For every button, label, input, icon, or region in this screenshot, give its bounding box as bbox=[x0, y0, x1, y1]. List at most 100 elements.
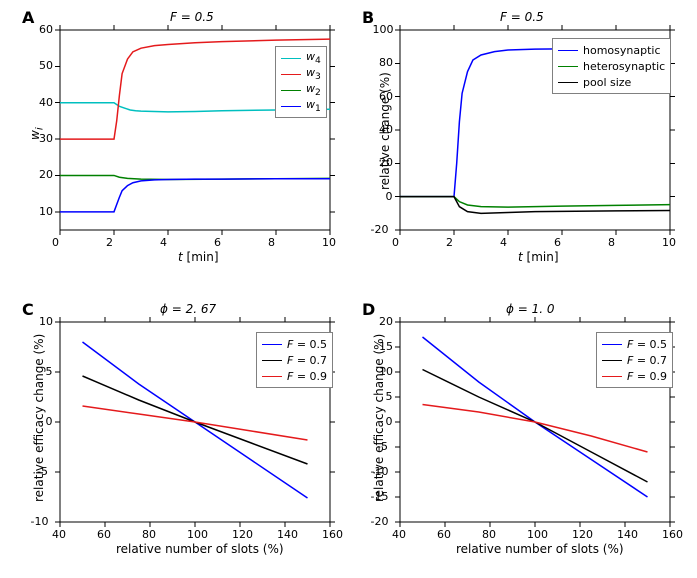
panel-letter-A: A bbox=[22, 8, 34, 27]
legend-label: F = 0.9 bbox=[627, 370, 667, 383]
xtick-label: 60 bbox=[97, 528, 111, 541]
legend-label: F = 0.5 bbox=[627, 338, 667, 351]
xtick-label: 80 bbox=[482, 528, 496, 541]
legend-label: F = 0.7 bbox=[287, 354, 327, 367]
xtick-label: 160 bbox=[322, 528, 343, 541]
legend-item: F = 0.9 bbox=[262, 368, 327, 384]
ytick-label: 10 bbox=[39, 205, 53, 218]
xlabel-A: t [min] bbox=[178, 250, 219, 264]
ytick-label: 5 bbox=[46, 365, 53, 378]
panel-letter-C: C bbox=[22, 300, 34, 319]
legend-item: pool size bbox=[558, 74, 665, 90]
panel-title-B: F = 0.5 bbox=[500, 10, 544, 24]
xtick-label: 8 bbox=[608, 236, 615, 249]
legend-label: homosynaptic bbox=[583, 44, 661, 57]
ytick-label: -20 bbox=[371, 515, 389, 528]
xtick-label: 100 bbox=[527, 528, 548, 541]
panel-letter-D: D bbox=[362, 300, 375, 319]
xtick-label: 0 bbox=[392, 236, 399, 249]
xtick-label: 2 bbox=[446, 236, 453, 249]
series-heterosynaptic bbox=[400, 197, 670, 208]
legend-swatch bbox=[602, 360, 622, 361]
legend-item: F = 0.7 bbox=[262, 352, 327, 368]
ytick-label: 0 bbox=[386, 190, 393, 203]
series-F09 bbox=[83, 406, 308, 440]
xtick-label: 140 bbox=[277, 528, 298, 541]
xtick-label: 100 bbox=[187, 528, 208, 541]
legend-item: w4 bbox=[281, 50, 321, 66]
legend-item: homosynaptic bbox=[558, 42, 665, 58]
ytick-label: 80 bbox=[379, 56, 393, 69]
ylabel-B: relative change (%) bbox=[378, 72, 392, 190]
legend-label: F = 0.5 bbox=[287, 338, 327, 351]
xtick-label: 60 bbox=[437, 528, 451, 541]
ylabel-A: wi bbox=[28, 127, 45, 140]
legend-label: w1 bbox=[306, 98, 321, 114]
ytick-label: 20 bbox=[379, 315, 393, 328]
panel-title-C: ϕ = 2. 67 bbox=[160, 302, 216, 316]
legend-C: F = 0.5 F = 0.7 F = 0.9 bbox=[256, 332, 333, 388]
figure: AF = 0.50246810102030405060t [min]wiw4w3… bbox=[0, 0, 697, 578]
legend-item: heterosynaptic bbox=[558, 58, 665, 74]
xtick-label: 6 bbox=[554, 236, 561, 249]
legend-D: F = 0.5 F = 0.7 F = 0.9 bbox=[596, 332, 673, 388]
legend-item: w2 bbox=[281, 82, 321, 98]
legend-swatch bbox=[262, 344, 282, 345]
legend-swatch bbox=[558, 82, 578, 83]
xtick-label: 120 bbox=[232, 528, 253, 541]
legend-B: homosynapticheterosynaptic pool size bbox=[552, 38, 671, 94]
legend-item: F = 0.7 bbox=[602, 352, 667, 368]
legend-swatch bbox=[281, 74, 301, 75]
legend-label: w4 bbox=[306, 50, 321, 66]
xtick-label: 40 bbox=[52, 528, 66, 541]
xtick-label: 4 bbox=[160, 236, 167, 249]
legend-item: w3 bbox=[281, 66, 321, 82]
ytick-label: 0 bbox=[386, 415, 393, 428]
ylabel-C: relative efficacy change (%) bbox=[32, 334, 46, 502]
series-F09 bbox=[423, 405, 648, 453]
xlabel-C: relative number of slots (%) bbox=[116, 542, 284, 556]
legend-label: pool size bbox=[583, 76, 631, 89]
legend-label: w3 bbox=[306, 66, 321, 82]
xtick-label: 0 bbox=[52, 236, 59, 249]
series-F07 bbox=[83, 376, 308, 464]
legend-swatch bbox=[558, 66, 578, 67]
panel-title-D: ϕ = 1. 0 bbox=[506, 302, 555, 316]
ytick-label: 20 bbox=[39, 168, 53, 181]
legend-swatch bbox=[602, 376, 622, 377]
xtick-label: 40 bbox=[392, 528, 406, 541]
legend-item: w1 bbox=[281, 98, 321, 114]
xtick-label: 8 bbox=[268, 236, 275, 249]
legend-swatch bbox=[262, 376, 282, 377]
xtick-label: 6 bbox=[214, 236, 221, 249]
series-w1 bbox=[60, 179, 330, 212]
xtick-label: 80 bbox=[142, 528, 156, 541]
legend-swatch bbox=[281, 106, 301, 107]
legend-swatch bbox=[281, 90, 301, 91]
xtick-label: 10 bbox=[662, 236, 676, 249]
panel-title-A: F = 0.5 bbox=[170, 10, 214, 24]
xtick-label: 120 bbox=[572, 528, 593, 541]
ytick-label: -20 bbox=[371, 223, 389, 236]
legend-item: F = 0.5 bbox=[262, 336, 327, 352]
legend-item: F = 0.9 bbox=[602, 368, 667, 384]
legend-label: F = 0.9 bbox=[287, 370, 327, 383]
ytick-label: 100 bbox=[373, 23, 394, 36]
xlabel-D: relative number of slots (%) bbox=[456, 542, 624, 556]
ytick-label: 60 bbox=[39, 23, 53, 36]
xtick-label: 160 bbox=[662, 528, 683, 541]
legend-swatch bbox=[558, 50, 578, 51]
xtick-label: 140 bbox=[617, 528, 638, 541]
ytick-label: 40 bbox=[39, 96, 53, 109]
legend-swatch bbox=[602, 344, 622, 345]
ytick-label: 50 bbox=[39, 59, 53, 72]
xlabel-B: t [min] bbox=[518, 250, 559, 264]
xtick-label: 4 bbox=[500, 236, 507, 249]
legend-swatch bbox=[262, 360, 282, 361]
legend-swatch bbox=[281, 58, 301, 59]
xtick-label: 10 bbox=[322, 236, 336, 249]
ytick-label: 10 bbox=[39, 315, 53, 328]
xtick-label: 2 bbox=[106, 236, 113, 249]
legend-label: F = 0.7 bbox=[627, 354, 667, 367]
legend-label: w2 bbox=[306, 82, 321, 98]
